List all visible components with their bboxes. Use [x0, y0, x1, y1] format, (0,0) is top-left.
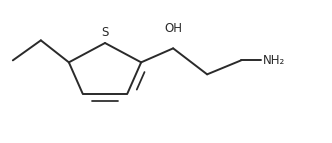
Text: OH: OH	[164, 22, 182, 35]
Text: S: S	[101, 26, 109, 39]
Text: NH₂: NH₂	[263, 54, 286, 67]
